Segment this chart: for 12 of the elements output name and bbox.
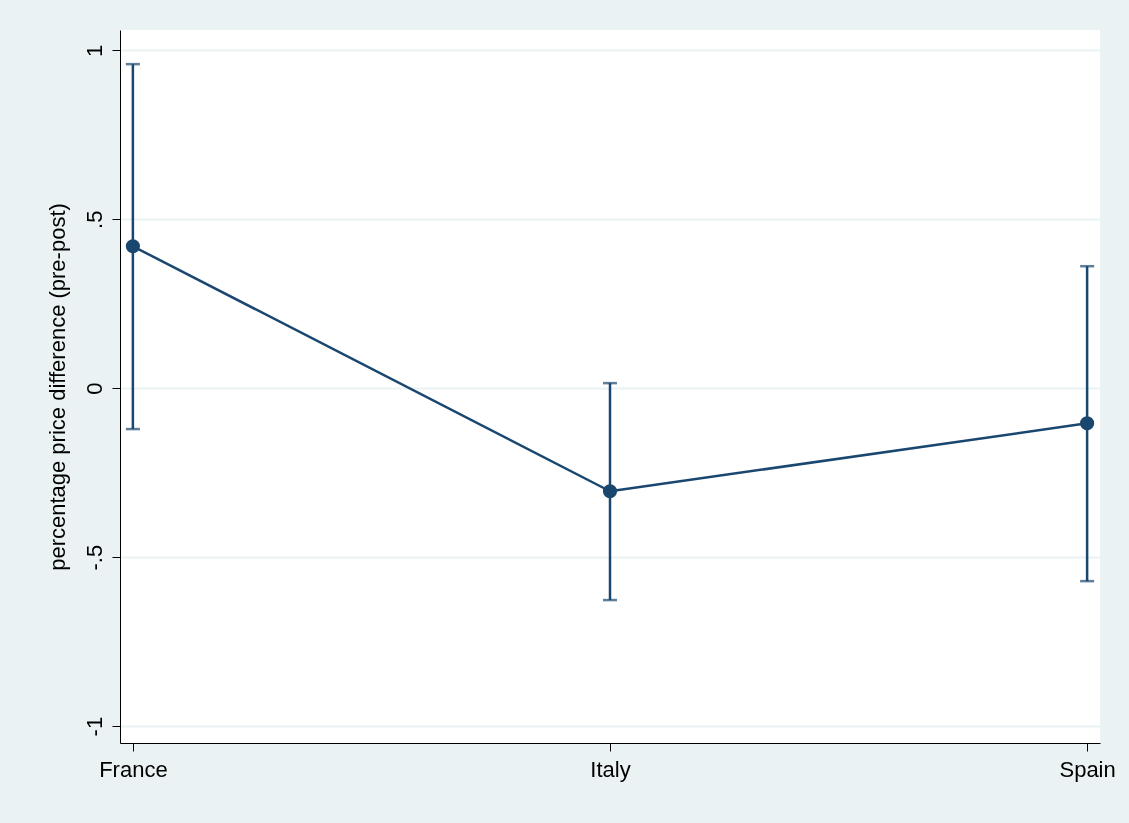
y-tick-label: .5 xyxy=(81,210,107,229)
point xyxy=(602,484,618,499)
y-tick-label: 0 xyxy=(81,382,107,395)
point xyxy=(125,239,140,254)
y-tick-label: -1 xyxy=(81,716,107,737)
y-tick-label: -.5 xyxy=(81,544,107,571)
point xyxy=(1080,416,1095,431)
x-tick-label: Spain xyxy=(1059,756,1116,782)
x-tick-label: Italy xyxy=(590,756,631,782)
y-axis-title: percentage price difference (pre-post) xyxy=(44,203,70,571)
x-tick-label: France xyxy=(99,756,168,782)
y-tick-label: 1 xyxy=(81,44,107,57)
